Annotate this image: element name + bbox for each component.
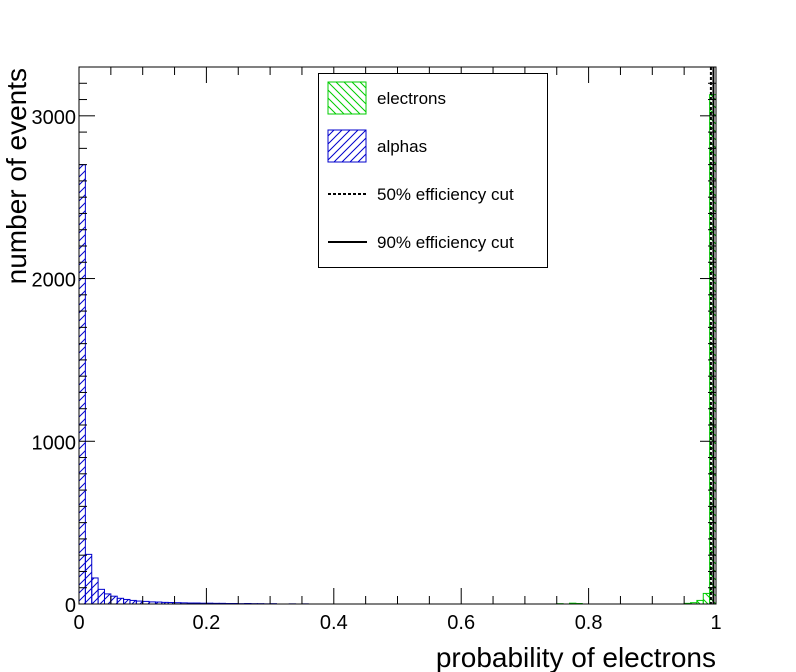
- y-tick-label: 2000: [32, 270, 77, 292]
- electrons-hatch-swatch: [327, 81, 367, 115]
- alphas-bar: [84, 553, 93, 605]
- legend-item-alphas: alphas: [327, 129, 543, 165]
- alphas-bar: [91, 577, 99, 605]
- electrons-bar: [702, 592, 711, 605]
- legend: electrons alphas 50% efficiency cut 90% …: [318, 73, 548, 268]
- legend-label-electrons: electrons: [377, 89, 446, 108]
- alphas-bar: [97, 588, 105, 605]
- alphas-bar: [116, 597, 125, 605]
- electrons-bar: [696, 599, 704, 605]
- legend-item-90-cut: 90% efficiency cut: [327, 225, 543, 261]
- y-axis-title: number of events: [1, 68, 32, 284]
- alphas-hatch-swatch: [327, 129, 367, 163]
- x-tick-label: 0.8: [575, 612, 603, 634]
- y-tick-label: 3000: [32, 107, 77, 129]
- alphas-bar: [123, 598, 131, 605]
- x-tick-label: 0: [73, 612, 84, 634]
- x-tick-label: 0.4: [320, 612, 348, 634]
- alphas-bar: [103, 593, 112, 605]
- y-tick-label: 0: [65, 595, 76, 617]
- legend-item-electrons: electrons: [327, 81, 543, 117]
- legend-label-90-cut: 90% efficiency cut: [377, 233, 514, 252]
- legend-label-50-cut: 50% efficiency cut: [377, 185, 514, 204]
- x-tick-label: 0.2: [192, 612, 220, 634]
- solid-line-swatch: [328, 241, 367, 243]
- x-axis-title: probability of electrons: [436, 642, 716, 672]
- alphas-bar: [129, 599, 137, 605]
- legend-label-alphas: alphas: [377, 137, 428, 156]
- alphas-bar: [78, 164, 86, 605]
- dotted-line-swatch: [328, 193, 367, 195]
- x-tick-label: 0.6: [447, 612, 475, 634]
- x-tick-label: 1: [710, 612, 721, 634]
- y-tick-label: 1000: [32, 432, 77, 454]
- alphas-bar: [110, 595, 118, 605]
- legend-item-50-cut: 50% efficiency cut: [327, 177, 543, 213]
